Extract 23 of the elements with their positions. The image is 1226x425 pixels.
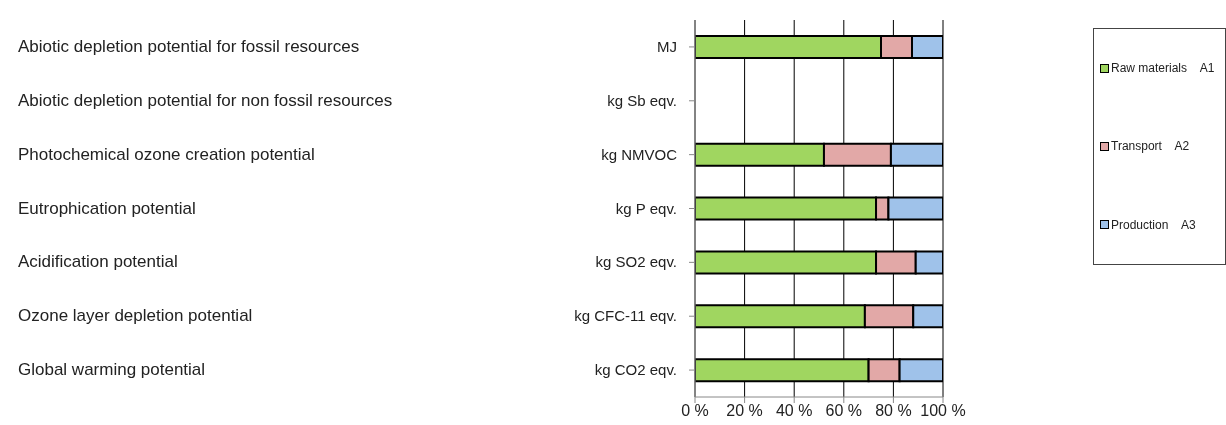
legend-label: Production A3 — [1111, 217, 1196, 232]
y-tick-label: kg P eqv. — [615, 199, 677, 217]
y-tick-label: kg Sb eqv. — [607, 91, 677, 109]
text: Ozone layer depletion potential — [18, 306, 253, 326]
text: Eutrophication potential — [18, 198, 196, 218]
x-tick-label: 100 % — [920, 402, 966, 420]
text: Photochemical ozone creation potential — [18, 144, 315, 164]
text: Abiotic depletion potential for non fossil resources — [18, 90, 393, 110]
y-tick-label: kg SO2 eqv. — [595, 253, 677, 271]
x-tick-label: 80 % — [875, 402, 912, 420]
x-tick-label: 60 % — [825, 402, 863, 420]
text: Acidification potential — [18, 252, 178, 272]
x-tick-label: 0 % — [681, 402, 709, 420]
legend-label: Raw materials A1 — [1111, 61, 1215, 76]
y-tick-label: kg CFC-11 eqv. — [574, 307, 677, 325]
text: Global warming potential — [18, 360, 206, 380]
y-tick-label: kg CO2 eqv. — [594, 361, 677, 379]
x-tick-label: 20 % — [726, 402, 763, 420]
text: Abiotic depletion potential for fossil resources — [18, 36, 360, 56]
y-tick-label: kg NMVOC — [601, 145, 678, 163]
x-tick-label: 40 % — [775, 402, 813, 420]
y-tick-label: MJ — [657, 37, 677, 55]
legend-label: Transport A2 — [1111, 139, 1190, 154]
